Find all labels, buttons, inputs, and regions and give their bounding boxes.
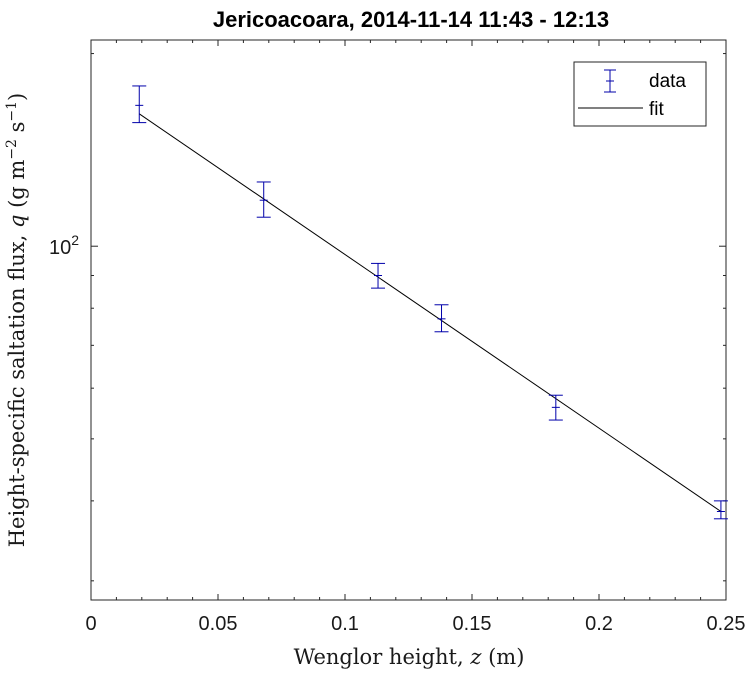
legend-data-marker xyxy=(604,69,616,93)
x-tick-label: 0 xyxy=(85,613,96,635)
data-series xyxy=(132,85,728,520)
data-point xyxy=(548,394,563,421)
chart-title: Jericoacoara, 2014-11-14 11:43 - 12:13 xyxy=(213,7,609,32)
fit-line xyxy=(138,113,722,512)
y-axis-tick-labels: 102 xyxy=(49,232,79,259)
plot-area xyxy=(90,39,727,601)
legend-box xyxy=(573,61,707,127)
legend-label-data: data xyxy=(649,71,686,92)
y-axis-ticks xyxy=(91,53,726,582)
fit-series xyxy=(138,113,722,512)
data-point xyxy=(371,262,386,289)
y-axis-label: Height-specific saltation flux, q (g m−2… xyxy=(4,93,29,548)
y-tick-label: 102 xyxy=(49,232,79,259)
data-point xyxy=(434,304,449,333)
x-tick-label: 0.25 xyxy=(707,613,746,635)
x-tick-label: 0.05 xyxy=(199,613,238,635)
x-tick-label: 0.2 xyxy=(585,613,613,635)
x-axis-ticks xyxy=(90,40,727,600)
legend: data fit xyxy=(573,61,707,127)
x-tick-label: 0.1 xyxy=(331,613,359,635)
data-point xyxy=(256,181,271,218)
x-tick-label: 0.15 xyxy=(453,613,492,635)
data-point xyxy=(713,500,728,520)
legend-label-fit: fit xyxy=(649,99,665,120)
x-axis-tick-labels: 0 0.05 0.1 0.15 0.2 0.25 xyxy=(85,613,745,635)
data-point xyxy=(132,85,147,124)
x-axis-label: Wenglor height, z (m) xyxy=(294,645,525,669)
